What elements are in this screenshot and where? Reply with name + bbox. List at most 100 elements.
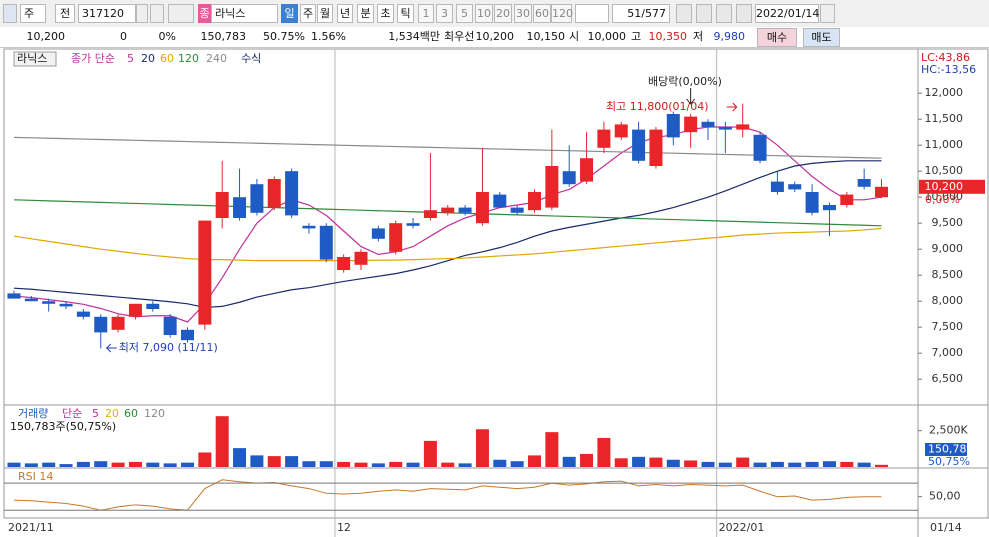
candle-body <box>215 192 229 218</box>
date-input[interactable]: 2022/01/14 <box>755 4 819 23</box>
stock-name: 라닉스 <box>211 4 278 23</box>
last-price-box <box>919 179 985 194</box>
info-field: 10,200 <box>475 30 515 43</box>
candle-body <box>528 192 541 211</box>
candle-body <box>198 220 212 325</box>
candle-body <box>267 179 281 208</box>
candle-body <box>285 171 299 216</box>
x-tick-label: 12 <box>337 521 351 534</box>
period-button[interactable]: 틱 <box>397 4 414 23</box>
candle-body <box>736 124 750 130</box>
sell-button[interactable]: 매도 <box>803 28 840 47</box>
volume-bar <box>875 464 888 467</box>
volume-bar <box>146 462 160 467</box>
tool-icon[interactable] <box>696 4 712 23</box>
volume-bar <box>233 448 247 467</box>
volume-bar <box>545 432 559 467</box>
interval-button[interactable]: 5 <box>456 4 473 23</box>
volume-legend-ma: 단순 <box>62 407 82 420</box>
volume-bar <box>580 453 594 467</box>
candle-body <box>24 298 38 302</box>
info-field: 저 <box>693 30 704 43</box>
volume-bar <box>788 462 802 467</box>
interval-button[interactable]: 120 <box>551 4 573 23</box>
prev-button[interactable]: 전 <box>55 4 75 23</box>
market-select[interactable]: 주 <box>20 4 46 23</box>
legend-entry: 20 <box>105 407 119 420</box>
interval-button[interactable]: 30 <box>514 4 532 23</box>
legend-ma-label: 종가 단순 <box>71 52 115 65</box>
candle-body <box>458 207 472 213</box>
candle-body <box>822 205 836 211</box>
tool-icon[interactable] <box>676 4 692 23</box>
buy-button[interactable]: 매수 <box>757 28 797 47</box>
date-dropdown[interactable] <box>820 4 835 23</box>
period-button[interactable]: 주 <box>300 4 316 23</box>
last-volume-label: 150,783 <box>928 443 974 456</box>
volume-legend-name: 거래량 <box>18 407 48 420</box>
volume-bar <box>24 463 38 467</box>
y-tick-label: 12,000 <box>925 86 964 99</box>
x-tick-label: 2022/01 <box>719 521 765 534</box>
candle-body <box>76 311 90 317</box>
tool-icon[interactable] <box>716 4 732 23</box>
search-button[interactable] <box>150 4 164 23</box>
info-field: 10,350 <box>648 30 688 43</box>
tool-icon[interactable] <box>736 4 752 23</box>
volume-bar <box>493 459 507 467</box>
volume-bar <box>736 457 750 467</box>
volume-bar <box>441 462 455 467</box>
volume-bar <box>510 461 524 467</box>
volume-bar <box>614 458 628 467</box>
volume-bar <box>753 462 767 467</box>
interval-button[interactable]: 10 <box>475 4 493 23</box>
candle-body <box>875 186 888 198</box>
dropdown[interactable] <box>136 4 148 23</box>
code-input[interactable]: 317120 <box>78 4 136 23</box>
volume-bar <box>42 462 56 467</box>
y-tick-label: 11,500 <box>925 112 964 125</box>
period-button[interactable]: 월 <box>317 4 333 23</box>
sound-button[interactable] <box>168 4 194 23</box>
volume-bar <box>684 460 698 467</box>
candle-body <box>163 316 177 335</box>
volume-bar <box>302 461 316 467</box>
candle-body <box>337 257 351 270</box>
volume-bar <box>406 462 420 467</box>
interval-button[interactable]: 3 <box>436 4 453 23</box>
volume-bar <box>666 459 680 467</box>
volume-bar <box>770 461 784 467</box>
volume-bar <box>423 440 437 467</box>
icon[interactable] <box>3 4 17 23</box>
candle-body <box>146 303 160 309</box>
y-tick-label: 7,000 <box>932 346 964 359</box>
interval-button[interactable]: 1 <box>418 4 434 23</box>
candle-body <box>788 184 802 190</box>
rsi-legend: RSI 14 <box>18 470 53 483</box>
interval-input[interactable] <box>575 4 609 23</box>
period-button[interactable]: 초 <box>377 4 394 23</box>
period-button[interactable]: 분 <box>357 4 374 23</box>
interval-button[interactable]: 60 <box>533 4 551 23</box>
candle-body <box>94 316 108 333</box>
volume-panel <box>3 404 989 469</box>
candle-body <box>475 192 489 224</box>
volume-bar <box>76 461 90 467</box>
y-tick-label: 50,00 <box>929 490 961 503</box>
period-button[interactable]: 일 <box>281 4 298 23</box>
x-tick-label: 2021/11 <box>8 521 54 534</box>
info-field: 고 <box>631 30 642 43</box>
volume-bar <box>371 463 385 467</box>
candle-body <box>181 329 194 341</box>
cursor-date-label: 01/14 <box>930 521 962 534</box>
interval-button[interactable]: 20 <box>494 4 512 23</box>
legend-formula: 수식 <box>241 52 261 65</box>
y-tick-label: 11,000 <box>925 138 964 151</box>
legend-entry: 120 <box>144 407 165 420</box>
legend-name: 라닉스 <box>17 52 47 65</box>
rsi-line <box>13 479 882 511</box>
info-field: 1,534백만 <box>388 30 440 43</box>
candle-body <box>684 116 698 133</box>
period-button[interactable]: 년 <box>337 4 353 23</box>
